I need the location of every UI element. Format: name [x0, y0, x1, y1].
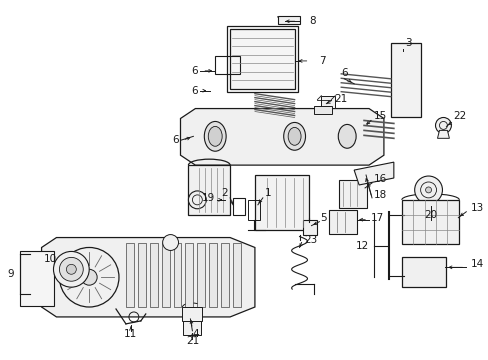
Polygon shape — [353, 162, 393, 185]
Bar — [230, 29, 294, 89]
Ellipse shape — [338, 125, 355, 148]
Text: 19: 19 — [202, 193, 215, 203]
Text: 12: 12 — [355, 242, 368, 252]
Bar — [314, 105, 332, 113]
Ellipse shape — [287, 127, 301, 145]
Bar — [221, 243, 229, 307]
Text: 1: 1 — [264, 188, 271, 198]
Bar — [173, 243, 181, 307]
Text: 6: 6 — [191, 66, 198, 76]
Text: 14: 14 — [470, 259, 484, 269]
Bar — [339, 180, 366, 208]
Polygon shape — [437, 130, 448, 138]
Text: 6: 6 — [172, 135, 178, 145]
Bar — [183, 321, 201, 335]
Bar — [162, 243, 169, 307]
Text: 8: 8 — [309, 16, 315, 26]
Polygon shape — [41, 238, 254, 317]
Text: 16: 16 — [373, 174, 386, 184]
Bar — [197, 243, 205, 307]
Bar — [321, 96, 335, 108]
Text: 9: 9 — [7, 269, 14, 279]
Circle shape — [66, 264, 76, 274]
Circle shape — [188, 191, 206, 209]
Bar — [390, 43, 420, 117]
Ellipse shape — [204, 121, 225, 151]
Bar — [328, 210, 356, 234]
Text: 17: 17 — [370, 213, 384, 223]
Bar — [209, 243, 217, 307]
Polygon shape — [180, 109, 383, 165]
Text: 7: 7 — [319, 56, 325, 66]
Text: 21: 21 — [185, 336, 199, 346]
Text: 18: 18 — [373, 190, 386, 200]
Text: 4: 4 — [192, 329, 198, 339]
Text: 6: 6 — [191, 86, 198, 96]
Text: 11: 11 — [124, 329, 137, 339]
Bar — [182, 307, 202, 321]
Text: 23: 23 — [304, 234, 317, 244]
Circle shape — [81, 269, 97, 285]
Ellipse shape — [283, 122, 305, 150]
Bar — [20, 251, 54, 306]
Text: 3: 3 — [405, 38, 411, 48]
Circle shape — [53, 251, 89, 287]
Bar — [233, 243, 241, 307]
Circle shape — [425, 187, 431, 193]
Circle shape — [163, 235, 178, 251]
Bar — [126, 243, 134, 307]
Text: 13: 13 — [470, 203, 484, 213]
Text: 2: 2 — [221, 188, 228, 198]
Bar — [254, 175, 309, 230]
Bar — [215, 56, 240, 74]
Bar — [401, 200, 458, 244]
Bar — [401, 257, 446, 287]
Bar — [185, 243, 193, 307]
Text: 10: 10 — [43, 255, 56, 264]
Bar — [277, 16, 299, 24]
Text: 15: 15 — [373, 111, 386, 121]
Circle shape — [414, 176, 442, 204]
Bar — [149, 243, 157, 307]
Text: 22: 22 — [452, 111, 466, 121]
Text: 20: 20 — [423, 210, 436, 220]
Text: 6: 6 — [340, 68, 347, 78]
Text: 21: 21 — [334, 94, 347, 104]
Ellipse shape — [208, 126, 222, 146]
Circle shape — [435, 117, 450, 133]
Bar — [138, 243, 145, 307]
Polygon shape — [302, 220, 317, 235]
Text: 5: 5 — [320, 213, 326, 223]
Polygon shape — [188, 165, 230, 215]
Circle shape — [60, 247, 119, 307]
Circle shape — [60, 257, 83, 281]
